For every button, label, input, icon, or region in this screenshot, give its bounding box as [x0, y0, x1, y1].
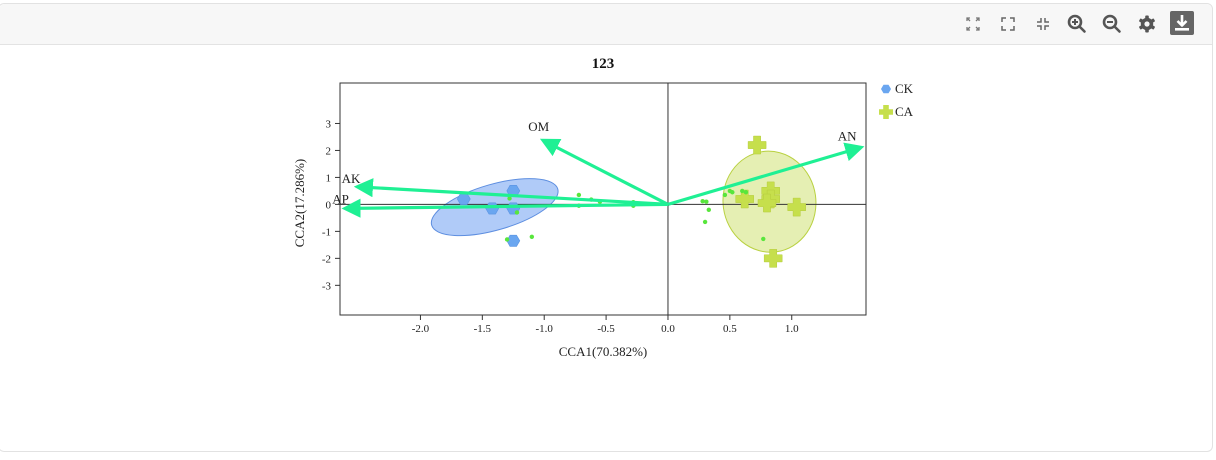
chart-panel [0, 3, 1213, 452]
x-tick-label: -1.0 [536, 323, 554, 335]
chart-toolbar [0, 4, 1212, 45]
legend-label-ca: CA [895, 104, 914, 119]
y-tick-label: 2 [326, 145, 332, 157]
sample-point [504, 237, 510, 242]
sample-point [576, 192, 582, 198]
vector-arrow-om [539, 138, 669, 206]
x-axis-label: CCA1(70.382%) [559, 344, 647, 359]
y-tick-label: 1 [326, 172, 332, 184]
legend: CK CA [879, 81, 914, 119]
fullscreen-icon[interactable] [996, 12, 1020, 36]
settings-icon[interactable] [1135, 12, 1159, 36]
ca-point [735, 189, 754, 209]
ca-point [747, 135, 767, 155]
vector-label-ap: AP [332, 191, 349, 206]
download-icon[interactable] [1169, 10, 1195, 36]
vector-arrow-an [667, 142, 865, 206]
y-tick-label: -3 [322, 280, 332, 292]
sample-point [702, 219, 708, 225]
legend-marker-ca [879, 105, 893, 119]
sample-point [514, 210, 520, 215]
legend-marker-ck [881, 84, 891, 94]
vector-label-ak: AK [342, 171, 361, 186]
x-tick-label: 0.5 [723, 323, 737, 335]
sample-point [761, 236, 766, 242]
y-tick-label: -1 [322, 226, 331, 238]
sample-point [704, 199, 709, 204]
plot-frame [339, 82, 867, 316]
zoom-in-icon[interactable] [1065, 12, 1089, 36]
sample-point [529, 234, 535, 239]
sample-point [722, 192, 728, 198]
x-tick-label: -1.5 [474, 323, 492, 335]
vector-arrow-ap [341, 198, 668, 218]
zoom-out-icon[interactable] [1100, 12, 1124, 36]
x-tick-label: -0.5 [597, 323, 615, 335]
sample-point [743, 190, 749, 195]
sample-point [700, 198, 705, 204]
x-tick-label: 0.0 [661, 323, 675, 335]
y-axis-label: CCA2(17.286%) [292, 159, 307, 247]
y-tick-label: -2 [322, 253, 331, 265]
plot-area: -2.0 -1.5 -1.0 -0.5 0.0 0.5 1.0 3 2 1 0 -1 -2 -3 AN OM A… [322, 82, 867, 335]
vector-label-an: AN [838, 129, 857, 144]
sample-point [730, 190, 735, 195]
x-tick-label: 1.0 [785, 323, 799, 335]
ca-point [763, 249, 783, 268]
ca-point [757, 193, 777, 213]
y-tick-label: 0 [326, 199, 332, 211]
chart-title: 123 [592, 56, 615, 72]
sample-point [740, 188, 745, 194]
vector-label-om: OM [528, 119, 549, 134]
x-tick-label: -2.0 [412, 323, 430, 335]
y-tick-label: 3 [326, 118, 332, 130]
exit-fullscreen-icon[interactable] [1031, 12, 1055, 36]
sample-point [706, 207, 712, 212]
ca-point [787, 197, 806, 217]
legend-label-ck: CK [895, 81, 914, 96]
fit-screen-icon[interactable] [961, 12, 985, 36]
sample-point [507, 196, 512, 201]
vector-arrow-ak [353, 178, 669, 206]
